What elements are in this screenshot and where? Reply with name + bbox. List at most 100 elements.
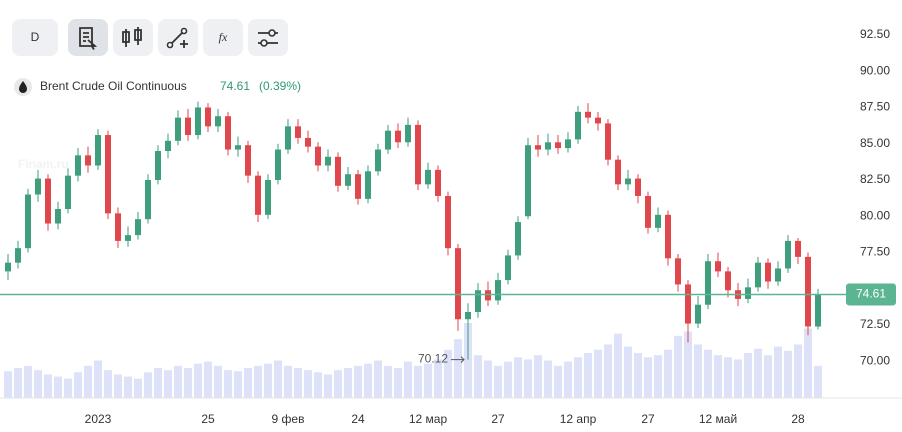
volume-bar [434, 359, 442, 398]
y-tick-label: 80.00 [860, 208, 890, 222]
x-tick-label: 12 апр [560, 412, 597, 426]
candle-body [25, 194, 31, 249]
candle-body [455, 248, 461, 320]
interval-label: D [31, 30, 40, 44]
candle-body [85, 155, 91, 166]
x-tick-label: 9 фев [272, 412, 305, 426]
price-tag-label: 74.61 [856, 287, 886, 301]
candle-body [645, 195, 651, 228]
candle-body [175, 117, 181, 141]
volume-bar [104, 370, 112, 398]
volume-bar [784, 350, 792, 398]
volume-bar [704, 349, 712, 398]
indicator-button[interactable] [203, 19, 243, 56]
legend: Brent Crude Oil Continuous 74.61 (0.39%) [14, 78, 301, 96]
volume-bar [624, 346, 632, 398]
draw-icon-dot [180, 27, 188, 35]
candle-body [135, 219, 141, 236]
volume-bar [24, 365, 32, 398]
watermark: Finam.ru [18, 157, 69, 171]
interval-button[interactable] [12, 19, 58, 56]
volume-bar [594, 349, 602, 398]
price-change: (0.39%) [259, 79, 301, 93]
candle-body [475, 290, 481, 312]
candle-body [495, 280, 501, 301]
candle-body [775, 268, 781, 282]
candle-body [325, 156, 331, 166]
volume-bar [614, 333, 622, 398]
volume-bar [284, 365, 292, 398]
volume-bar [144, 372, 152, 398]
volume-bar [114, 374, 122, 398]
volume-bar [184, 368, 192, 398]
candle-body [205, 107, 211, 127]
candle-body [255, 175, 261, 215]
volume-bar [684, 331, 692, 398]
candle-body [555, 142, 561, 149]
candle-body [805, 256, 811, 327]
candle-body [245, 145, 251, 176]
settings-knob [268, 29, 276, 37]
x-tick-label: 12 май [699, 412, 737, 426]
y-tick-label: 87.50 [860, 100, 890, 114]
candle-body [365, 171, 371, 199]
candle-body [485, 290, 491, 301]
volume-bar [164, 370, 172, 398]
volume-bar [764, 355, 772, 398]
candle-body [725, 271, 731, 291]
candle-body [415, 124, 421, 185]
candle-body [305, 137, 311, 147]
candle-body [105, 135, 111, 214]
candle-icon [122, 27, 142, 47]
volume-bar [464, 323, 472, 398]
x-tick-label: 2023 [85, 412, 112, 426]
candle-body [145, 179, 151, 220]
candle-body [705, 261, 711, 305]
y-tick-label: 90.00 [860, 63, 890, 77]
volume-bar [74, 372, 82, 398]
volume-bar [724, 357, 732, 398]
instrument-icon-drop [19, 81, 27, 93]
candle-body [795, 240, 801, 257]
settings-button[interactable] [248, 19, 288, 56]
candle-body [695, 304, 701, 324]
volume-bar [674, 335, 682, 398]
candle-body [35, 178, 41, 195]
volume-bar [54, 376, 62, 398]
volume-bar [814, 365, 822, 398]
volume-bar [604, 344, 612, 398]
volume-bar [524, 359, 532, 398]
candle-body [335, 156, 341, 186]
candle-body [785, 240, 791, 269]
volume-bar [134, 378, 142, 398]
candle-body [75, 155, 81, 176]
x-tick-label: 28 [791, 412, 805, 426]
settings-knob [260, 39, 268, 47]
candle-body [355, 174, 361, 199]
y-tick-label: 77.50 [860, 245, 890, 259]
volume-bar [474, 355, 482, 398]
volume-bar [354, 365, 362, 398]
candle-body [345, 174, 351, 186]
candle-body [265, 179, 271, 215]
volume-bar [204, 361, 212, 398]
volume-bar [374, 360, 382, 398]
volume-bar [124, 376, 132, 398]
candle-body [185, 117, 191, 136]
volume-bar [664, 349, 672, 398]
candle-body [505, 255, 511, 281]
volume-bar [484, 360, 492, 398]
volume-bar [744, 353, 752, 398]
candle-body [575, 111, 581, 140]
volume-bar [424, 363, 432, 398]
volume-bar [414, 365, 422, 398]
volume-bar [504, 361, 512, 398]
candle-body [545, 142, 551, 150]
volume-bar [194, 363, 202, 398]
candle-type-button[interactable] [113, 19, 153, 56]
last-price: 74.61 [220, 79, 250, 93]
candle-body [395, 130, 401, 143]
volume-bar [254, 365, 262, 398]
draw-icon-dot [166, 41, 174, 49]
